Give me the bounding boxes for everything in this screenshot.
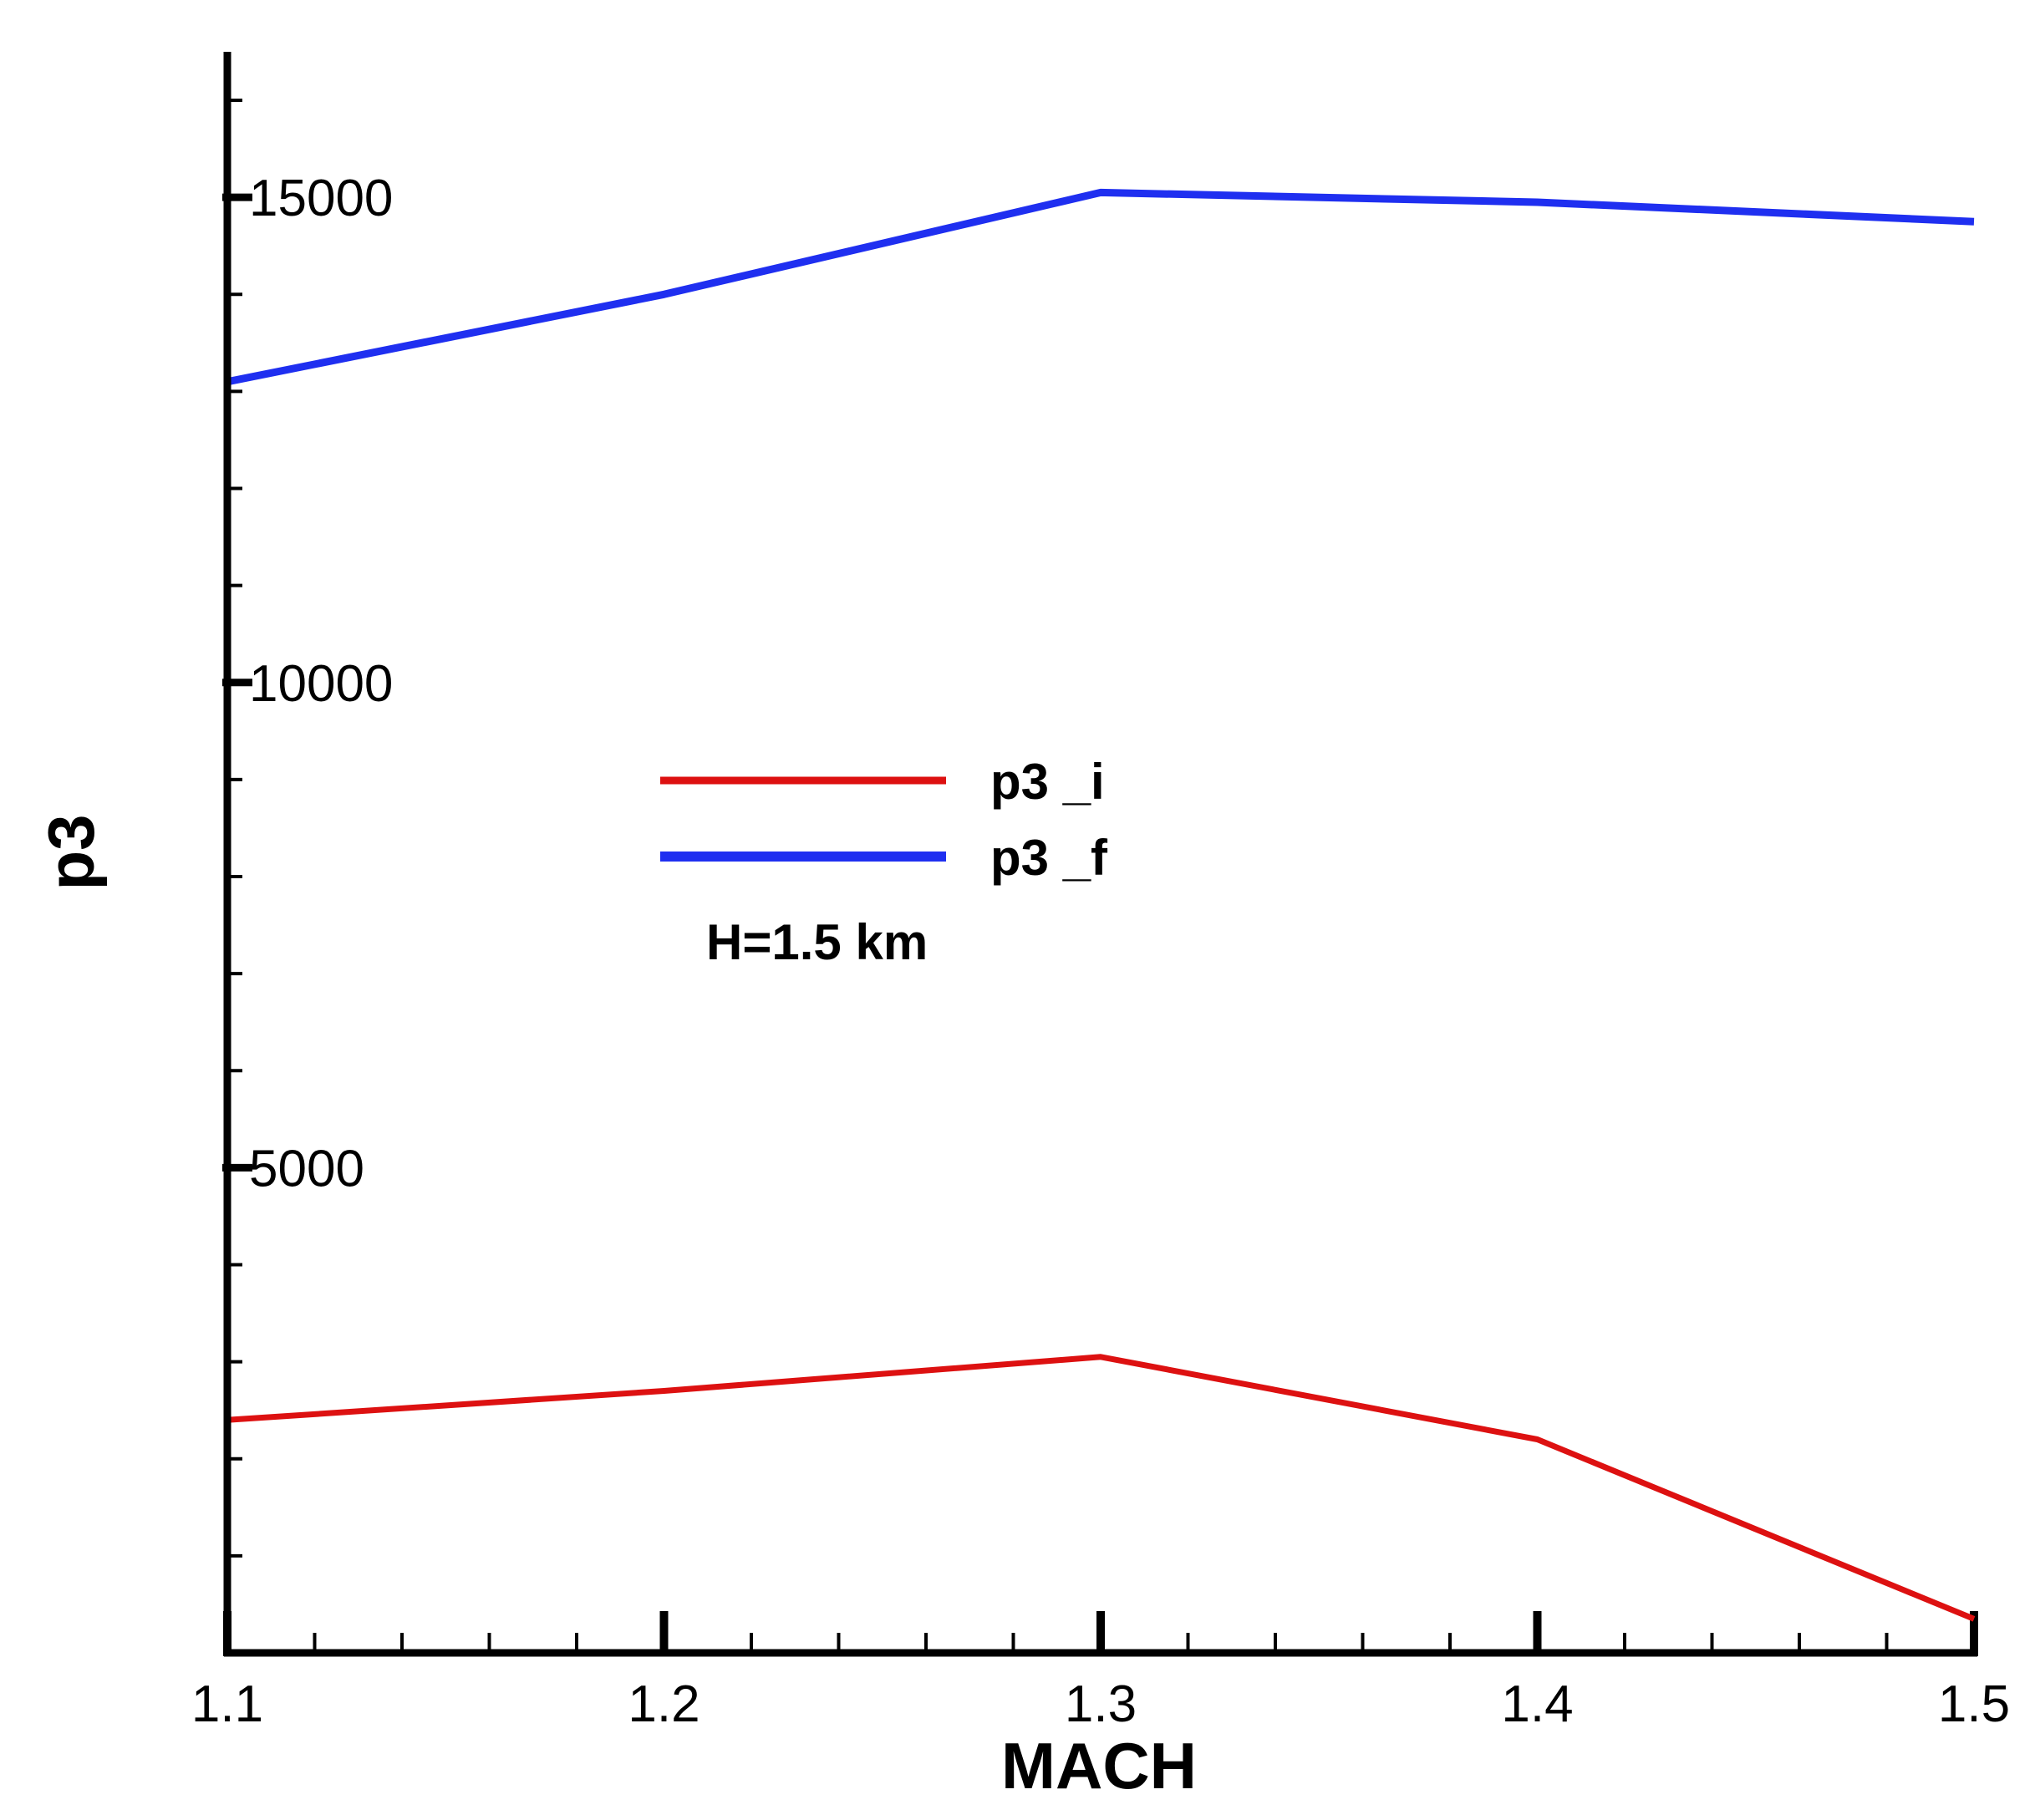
y-axis-title: p3 [34, 814, 108, 890]
legend-label-p3-i: p3 _i [990, 754, 1105, 810]
y-tick-label: 15000 [249, 170, 393, 227]
x-tick-label: 1.2 [628, 1675, 700, 1733]
x-tick-label: 1.3 [1065, 1675, 1137, 1733]
altitude-annotation: H=1.5 km [706, 914, 928, 970]
x-axis-title: MACH [1001, 1729, 1197, 1802]
legend: p3 _i p3 _f [660, 754, 1108, 886]
series-line-p3-i [226, 1354, 1976, 1622]
x-tick-label: 1.4 [1501, 1675, 1573, 1733]
legend-label-p3-f: p3 _f [990, 830, 1108, 886]
x-tick-label: 1.1 [191, 1675, 263, 1733]
series-line-p3-f [226, 188, 1975, 386]
y-tick-label: 10000 [249, 655, 393, 713]
series-lines [226, 188, 1976, 1622]
y-tick-labels: 5000 10000 15000 [249, 170, 393, 1197]
y-tick-label: 5000 [249, 1140, 364, 1197]
x-tick-labels: 1.1 1.2 1.3 1.4 1.5 [191, 1675, 2010, 1733]
x-tick-label: 1.5 [1938, 1675, 2010, 1733]
